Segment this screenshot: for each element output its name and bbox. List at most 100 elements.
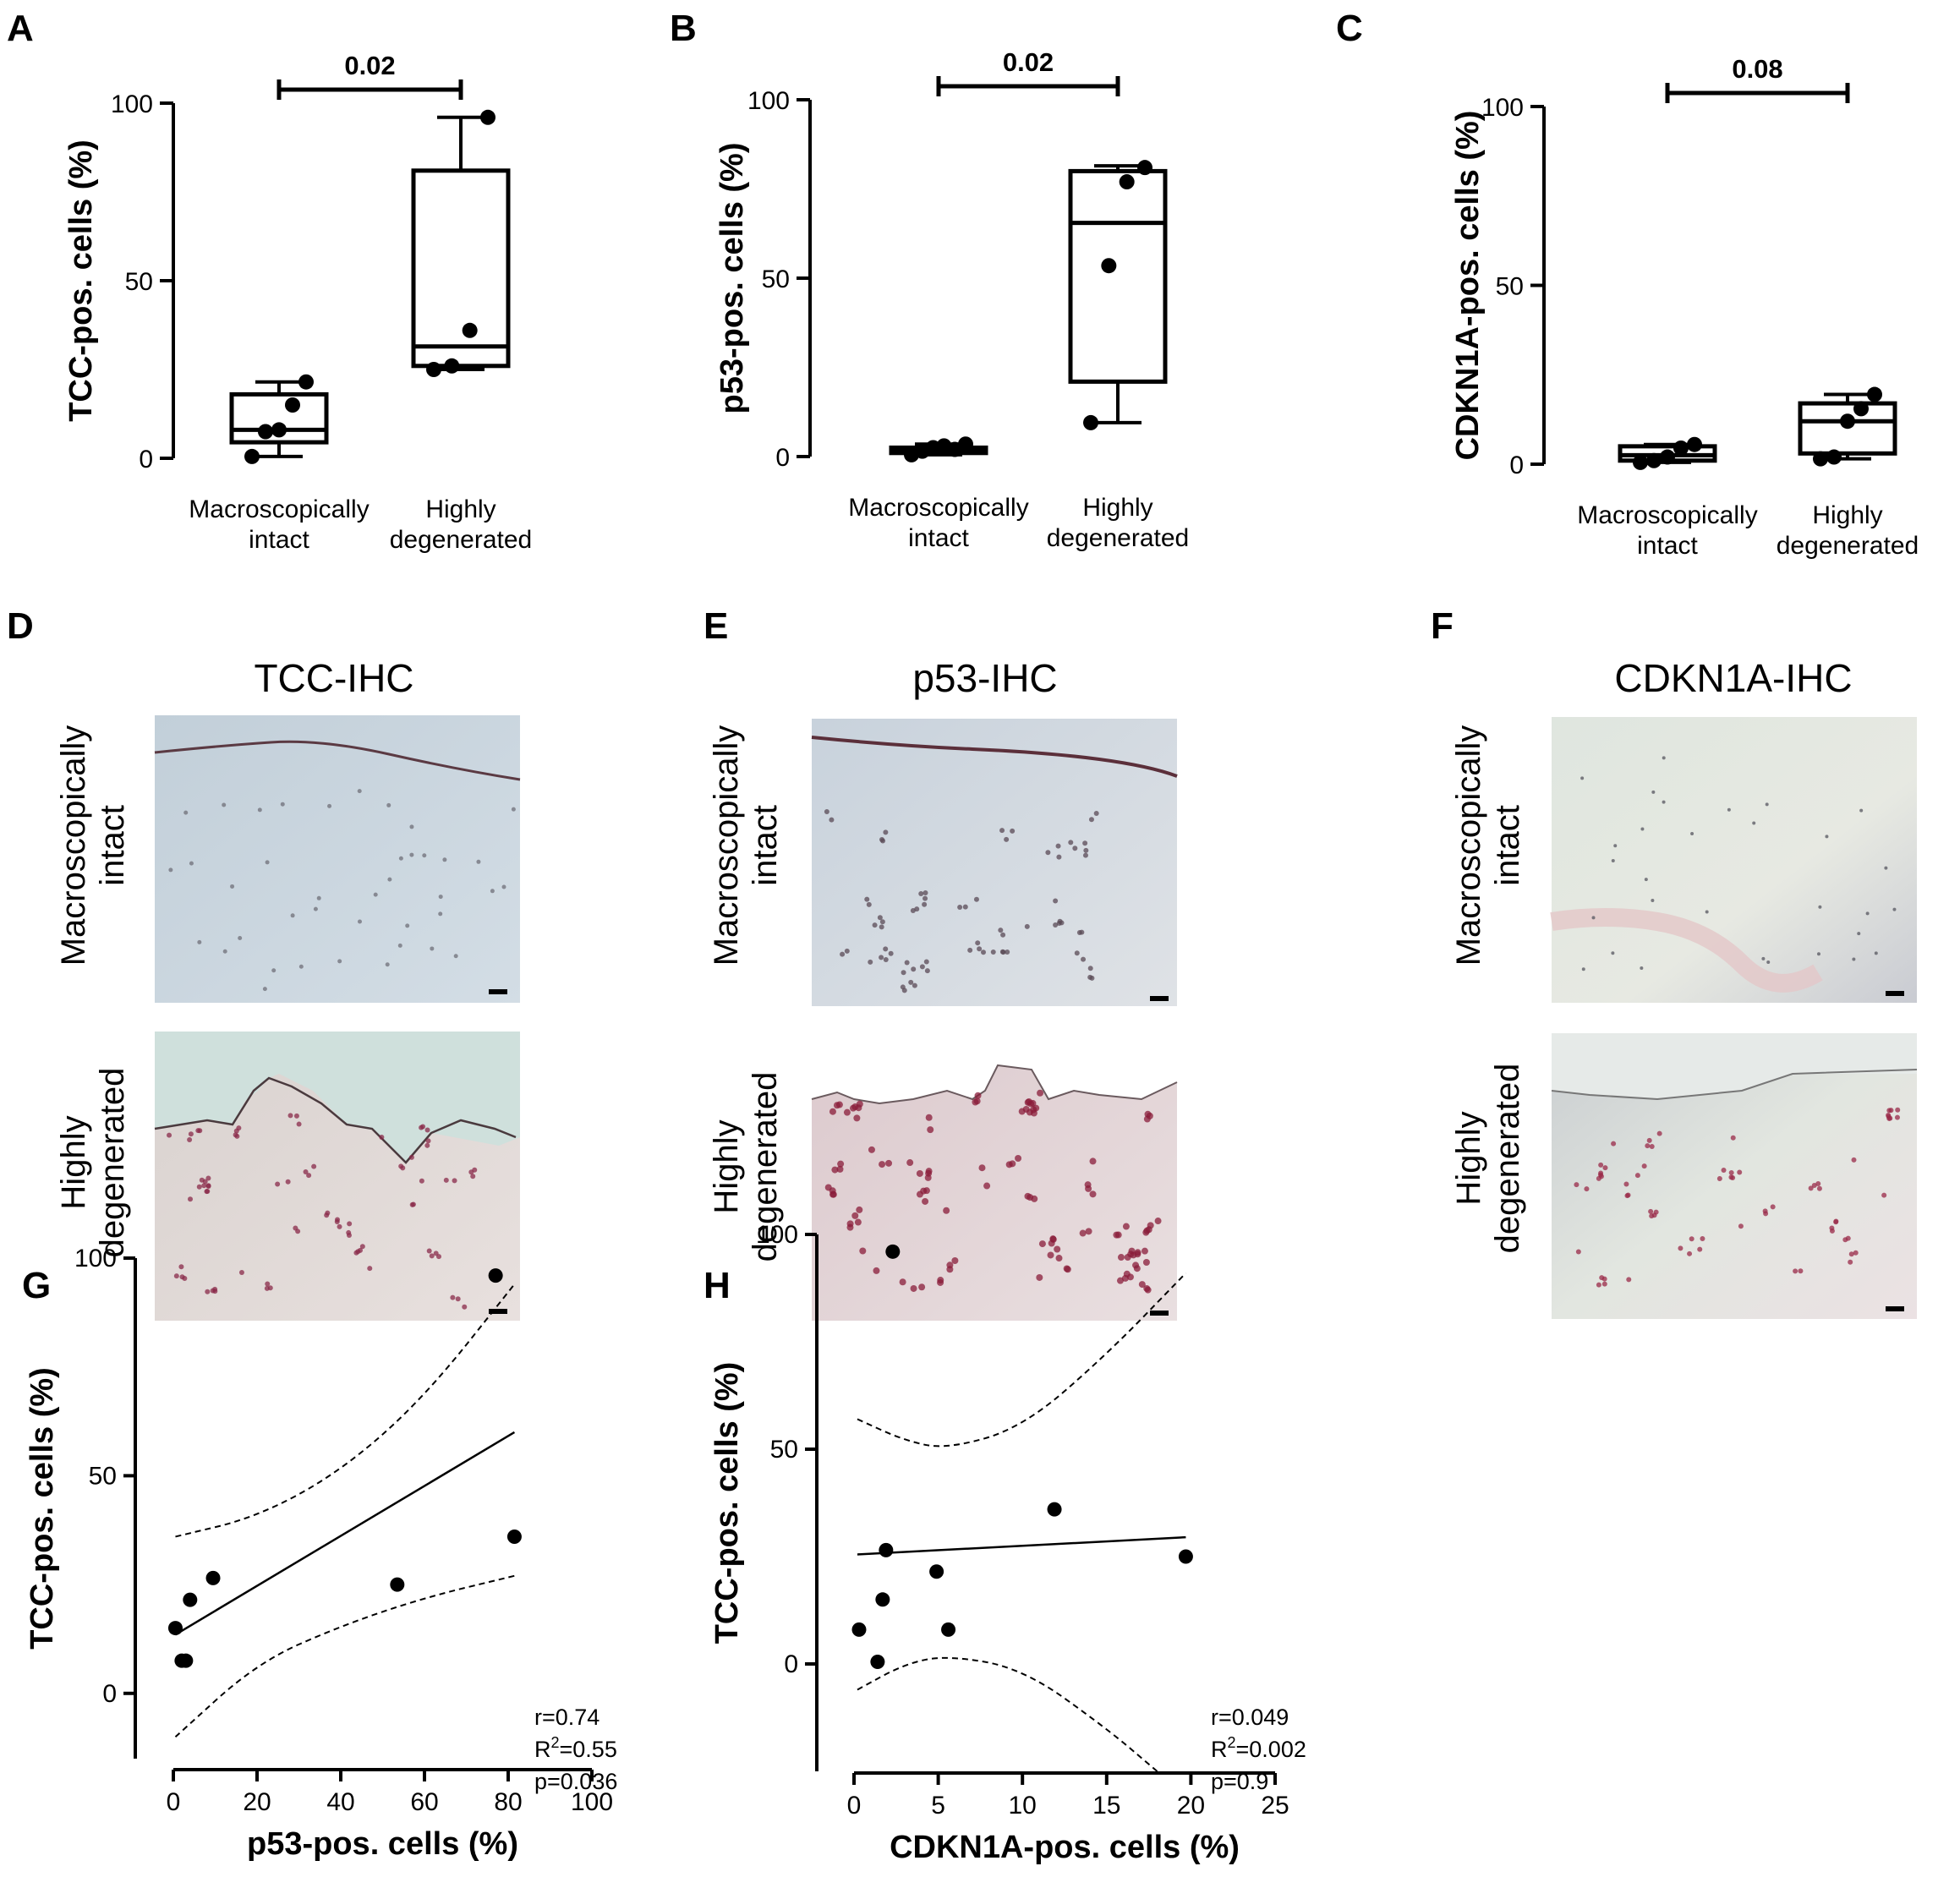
panel-label-e: E	[704, 605, 728, 647]
data-point	[178, 1653, 194, 1668]
svg-text:Macroscopically: Macroscopically	[1450, 725, 1487, 966]
category-label: Highly	[1812, 501, 1882, 529]
y-axis-title: TCC-pos. cells (%)	[709, 1362, 745, 1645]
data-point	[271, 422, 287, 438]
data-point	[1083, 414, 1098, 430]
x-tick-label: 40	[326, 1788, 354, 1816]
svg-text:degenerated: degenerated	[94, 1068, 131, 1258]
svg-text:degenerated: degenerated	[747, 1072, 784, 1262]
data-point	[1178, 1549, 1193, 1564]
box-plot-b: 0 50 100 p53-pos. cells (%) Macroscopicallyi…	[714, 47, 1189, 552]
p-value-label: 0.02	[344, 51, 395, 80]
data-point	[506, 1529, 522, 1544]
y-tick-label: 100	[1481, 94, 1524, 122]
data-point	[885, 1244, 901, 1259]
data-point	[879, 1542, 894, 1557]
regression-line	[857, 1535, 1186, 1556]
micrograph-p53-intact	[811, 719, 1178, 1006]
svg-text:Highly: Highly	[55, 1115, 92, 1209]
confidence-band-upper	[175, 1283, 516, 1538]
ihc-row-label-f-degenerated: Highly degenerated	[1450, 1064, 1526, 1254]
x-tick-label: 60	[410, 1788, 438, 1816]
x-tick-label: 15	[1092, 1792, 1120, 1820]
x-tick-label: 25	[1261, 1792, 1289, 1820]
data-point	[390, 1577, 405, 1592]
stat-r-squared: R2=0.002	[1211, 1734, 1306, 1762]
confidence-band-lower	[174, 1574, 515, 1738]
box	[411, 168, 511, 369]
category-label: Highly	[1082, 494, 1152, 522]
data-point	[444, 358, 460, 374]
panel-label-d: D	[7, 605, 34, 647]
data-point	[205, 1570, 221, 1585]
micrograph-cdkn1a-degenerated	[1551, 1033, 1918, 1319]
ihc-row-label-f-intact: Macroscopically intact	[1450, 725, 1526, 966]
data-point	[488, 1268, 503, 1283]
scatter-plot-h: 0 50 100 0 5 10 15 20 25 CDKN1A-pos. cells (%) TCC…	[709, 1221, 1306, 1865]
data-point	[851, 1622, 867, 1637]
y-axis-title: CDKN1A-pos. cells (%)	[1450, 111, 1486, 461]
x-tick-label: 20	[243, 1788, 271, 1816]
stat-p: p=0.036	[534, 1769, 617, 1794]
micrograph-p53-degenerated	[811, 1033, 1178, 1321]
data-point	[426, 362, 441, 377]
y-tick-label: 0	[1509, 451, 1524, 479]
ihc-title-cdkn1a: CDKN1A-IHC	[1614, 656, 1852, 700]
stat-r: r=0.049	[1211, 1705, 1289, 1730]
x-tick-label: 0	[847, 1792, 862, 1820]
data-point	[298, 374, 314, 390]
data-point	[958, 436, 973, 452]
data-point	[462, 322, 478, 338]
box	[1068, 168, 1168, 384]
x-tick-label: 5	[931, 1792, 945, 1820]
y-tick-label: 50	[89, 1462, 117, 1490]
p-value-label: 0.02	[1003, 47, 1054, 77]
x-axis-title: CDKN1A-pos. cells (%)	[890, 1830, 1240, 1865]
y-tick-label: 100	[747, 87, 790, 115]
svg-text:Macroscopically: Macroscopically	[708, 725, 745, 966]
ihc-title-p53: p53-IHC	[912, 656, 1057, 700]
svg-text:intact: intact	[747, 805, 784, 886]
data-point	[1646, 452, 1662, 468]
data-point	[875, 1592, 890, 1607]
category-label: Macroscopically	[848, 494, 1028, 522]
regression-line	[174, 1431, 516, 1636]
ihc-row-label-d-intact: Macroscopically intact	[55, 725, 131, 966]
data-point	[244, 448, 260, 464]
x-tick-label: 80	[494, 1788, 522, 1816]
y-axis-title: TCC-pos. cells (%)	[25, 1367, 60, 1650]
category-label: degenerated	[1777, 532, 1919, 560]
data-point	[285, 397, 300, 413]
y-tick-label: 50	[125, 268, 153, 296]
data-point	[183, 1592, 198, 1607]
panel-label-c: C	[1336, 8, 1363, 49]
data-point	[1867, 386, 1882, 402]
category-label: intact	[1637, 532, 1698, 560]
category-label: intact	[249, 526, 309, 554]
data-point	[1047, 1502, 1062, 1517]
y-tick-label: 100	[111, 90, 153, 118]
svg-text:Highly: Highly	[1450, 1111, 1487, 1205]
data-point	[1101, 258, 1117, 274]
micrograph-tcc-intact	[154, 715, 521, 1003]
y-axis-title: p53-pos. cells (%)	[714, 143, 750, 414]
ihc-row-label-d-degenerated: Highly degenerated	[55, 1068, 131, 1258]
x-axis-title: p53-pos. cells (%)	[247, 1826, 518, 1862]
y-tick-label: 0	[139, 446, 153, 473]
data-point	[929, 1564, 944, 1579]
stat-r-squared: R2=0.55	[534, 1734, 617, 1762]
stat-r: r=0.74	[534, 1705, 599, 1730]
data-point	[941, 1622, 956, 1637]
category-label: Macroscopically	[189, 495, 369, 523]
box	[1798, 401, 1897, 456]
y-axis-title: TCC-pos. cells (%)	[63, 140, 99, 422]
data-point	[1826, 449, 1842, 465]
panel-label-a: A	[7, 8, 34, 49]
confidence-band-lower	[857, 1656, 1158, 1772]
x-tick-label: 0	[167, 1788, 181, 1816]
y-tick-label: 0	[775, 444, 790, 472]
data-point	[258, 424, 273, 440]
box-plot-a: 0 50 100 TCC-pos. cells (%) Macroscopically i…	[63, 51, 532, 554]
data-point	[167, 1621, 183, 1636]
